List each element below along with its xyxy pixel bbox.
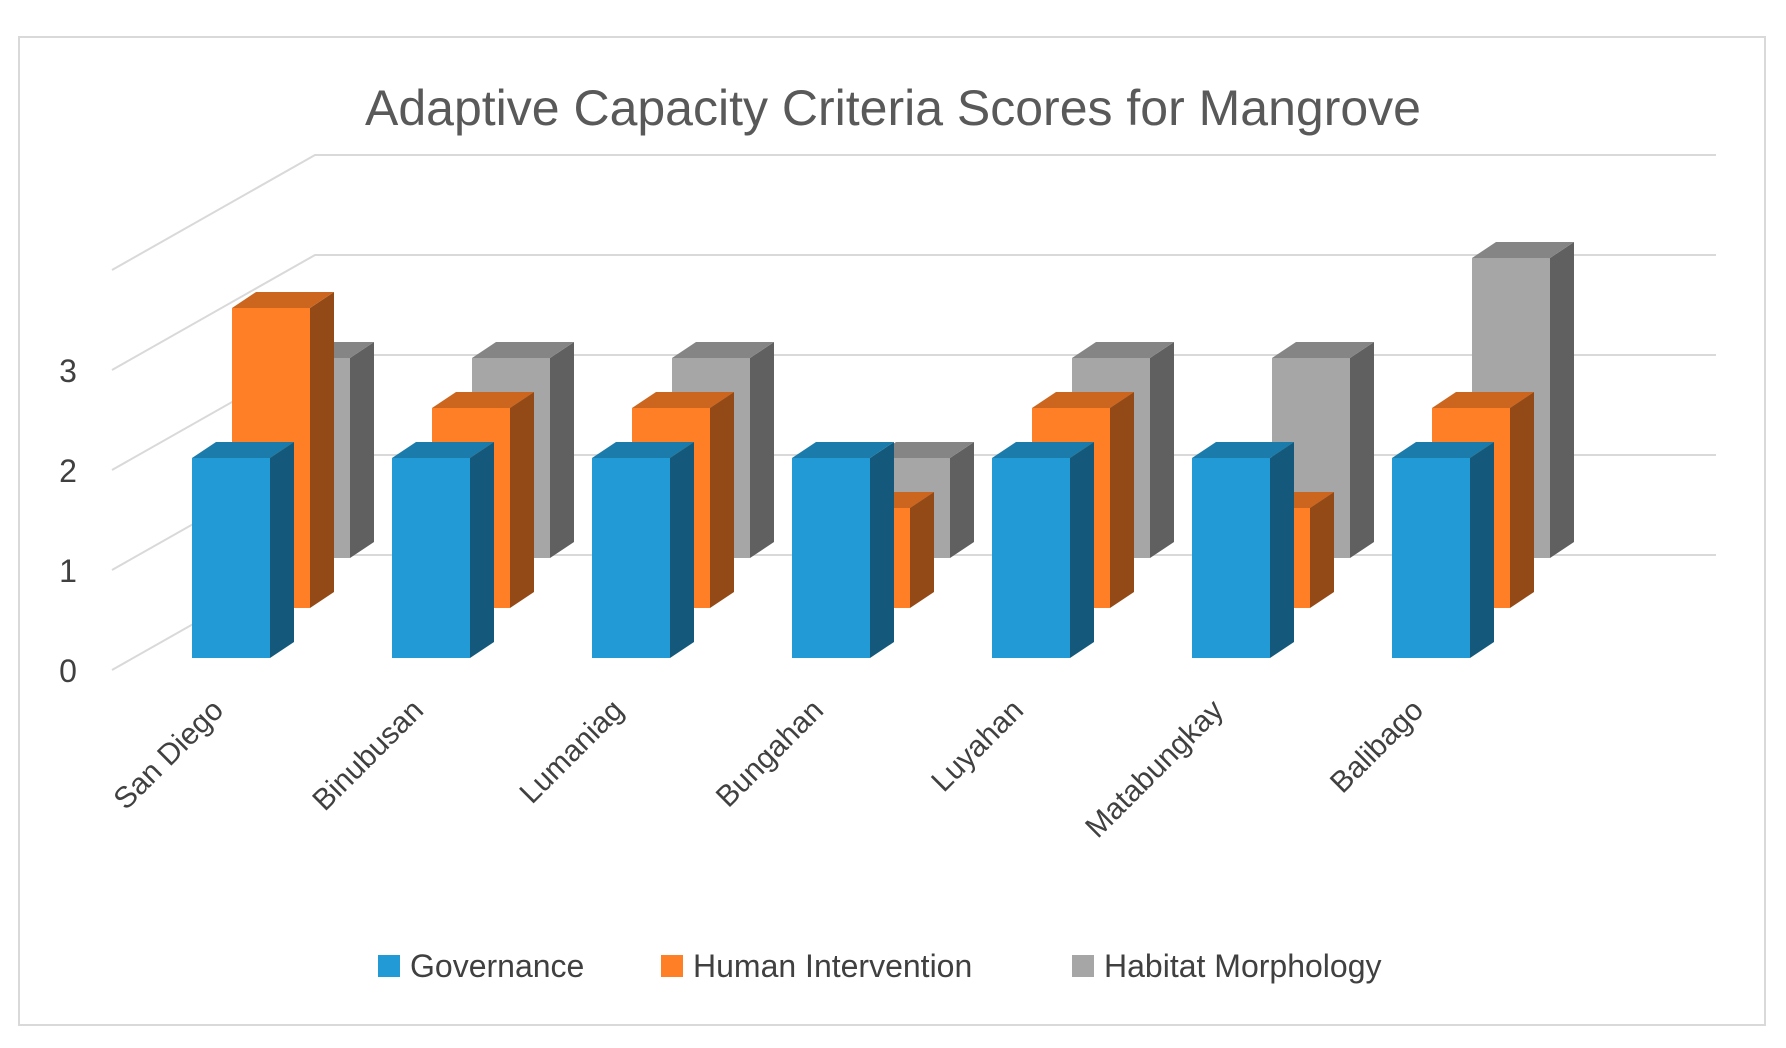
y-tick-label: 3 <box>59 353 77 389</box>
legend-swatch <box>378 955 400 977</box>
bar-side <box>1150 342 1174 558</box>
bar-front <box>392 458 470 658</box>
bar-top <box>1192 442 1294 458</box>
bar-side <box>1270 442 1294 658</box>
bar-front <box>1392 458 1470 658</box>
y-axis-ticks: 0 1 2 3 <box>59 353 77 689</box>
bar-side <box>1110 392 1134 608</box>
bar-side <box>1470 442 1494 658</box>
bar-front <box>992 458 1070 658</box>
bar-top <box>232 292 334 308</box>
bar <box>192 442 294 658</box>
bar-side <box>350 342 374 558</box>
bar-top <box>472 342 574 358</box>
category-label: Matabungkay <box>1079 694 1230 845</box>
bar-side <box>910 492 934 608</box>
bar-side <box>1070 442 1094 658</box>
legend-label: Habitat Morphology <box>1104 948 1381 984</box>
bar-top <box>1472 242 1574 258</box>
bar <box>1192 442 1294 658</box>
legend: Governance Human Intervention Habitat Morp… <box>378 948 1381 984</box>
bar-side <box>1510 392 1534 608</box>
bar-front <box>1192 458 1270 658</box>
y-tick-label: 0 <box>59 653 77 689</box>
bar-top <box>192 442 294 458</box>
bar-top <box>632 392 734 408</box>
gridline <box>111 154 1716 271</box>
bar-front <box>792 458 870 658</box>
bar-front <box>192 458 270 658</box>
legend-label: Governance <box>410 948 584 984</box>
bar-side <box>750 342 774 558</box>
category-label: San Diego <box>108 694 230 816</box>
bar-top <box>672 342 774 358</box>
bar-top <box>872 442 974 458</box>
legend-swatch <box>661 955 683 977</box>
bar-top <box>1272 342 1374 358</box>
bars <box>192 242 1574 658</box>
bar-top <box>1032 392 1134 408</box>
bar-top <box>1072 342 1174 358</box>
legend-swatch <box>1072 955 1094 977</box>
bar <box>992 442 1094 658</box>
bar-side <box>1310 492 1334 608</box>
bar-side <box>870 442 894 658</box>
bar <box>392 442 494 658</box>
bar-side <box>510 392 534 608</box>
bar-front <box>592 458 670 658</box>
bar-top <box>432 392 534 408</box>
bar-side <box>710 392 734 608</box>
y-tick-label: 1 <box>59 553 77 589</box>
category-label: Bungahan <box>710 694 830 814</box>
chart-title: Adaptive Capacity Criteria Scores for Ma… <box>365 80 1421 136</box>
category-labels: San Diego Binubusan Lumaniag Bungahan Luyaha… <box>108 694 1430 845</box>
gridline <box>111 254 1716 371</box>
bar-side <box>550 342 574 558</box>
bar-side <box>470 442 494 658</box>
legend-label: Human Intervention <box>693 948 972 984</box>
bar-top <box>992 442 1094 458</box>
bar-side <box>270 442 294 658</box>
bar-top <box>592 442 694 458</box>
bar-top <box>792 442 894 458</box>
bar-side <box>1550 242 1574 558</box>
category-label: Binubusan <box>306 694 430 818</box>
bar-side <box>670 442 694 658</box>
bar-top <box>1392 442 1494 458</box>
category-label: Lumaniag <box>513 694 630 811</box>
bar-top <box>392 442 494 458</box>
bar-side <box>950 442 974 558</box>
bar-side <box>1350 342 1374 558</box>
bar-top <box>1432 392 1534 408</box>
bar-side <box>310 292 334 608</box>
category-label: Balibago <box>1324 694 1430 800</box>
bar <box>592 442 694 658</box>
bar <box>792 442 894 658</box>
bar <box>1392 442 1494 658</box>
y-tick-label: 2 <box>59 453 77 489</box>
category-label: Luyahan <box>925 694 1030 799</box>
